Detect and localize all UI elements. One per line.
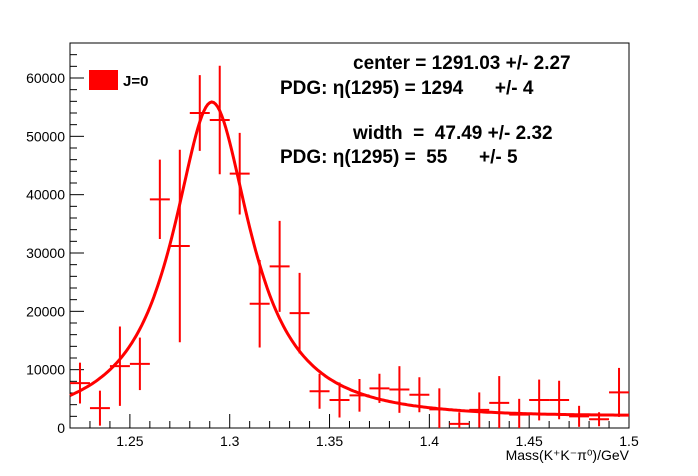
y-tick-label: 20000	[26, 303, 65, 319]
x-tick-label: 1.3	[220, 433, 240, 449]
x-tick-label: 1.45	[516, 433, 543, 449]
x-axis-label: Mass(K⁺K⁻π⁰)/GeV	[506, 447, 630, 463]
y-tick-label: 60000	[26, 70, 65, 86]
plot-frame	[69, 42, 630, 429]
annotation-pdg-mass: PDG: η(1295) = 1294 +/- 4	[280, 78, 534, 99]
x-tick-label: 1.35	[316, 433, 343, 449]
x-tick-label: 1.25	[116, 433, 143, 449]
annotation-width: width = 47.49 +/- 2.32	[353, 123, 553, 144]
x-tick-label: 1.5	[619, 433, 639, 449]
x-tick-label: 1.4	[420, 433, 440, 449]
y-tick-label: 10000	[26, 362, 65, 378]
annotation-pdg-width: PDG: η(1295) = 55 +/- 5	[280, 147, 518, 168]
legend-swatch	[89, 70, 118, 90]
y-tick-label: 0	[57, 420, 65, 436]
legend-label: J=0	[123, 73, 148, 90]
y-tick-label: 50000	[26, 128, 65, 144]
fit-curve	[69, 100, 629, 417]
y-tick-label: 30000	[26, 245, 65, 261]
y-tick-label: 40000	[26, 187, 65, 203]
annotation-center: center = 1291.03 +/- 2.27	[353, 53, 571, 74]
